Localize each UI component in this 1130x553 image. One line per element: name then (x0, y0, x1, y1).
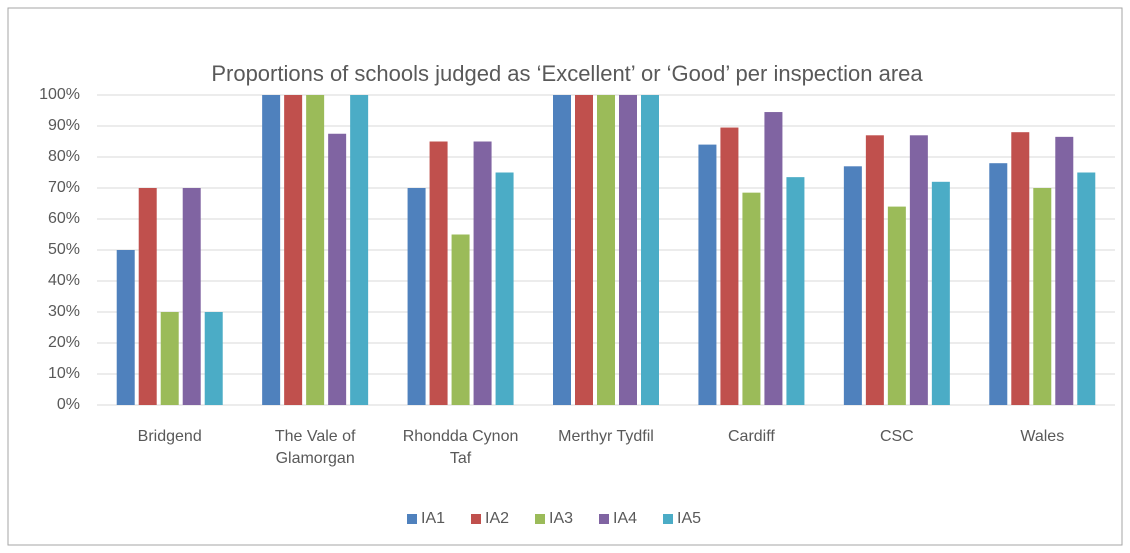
legend-label: IA2 (485, 510, 509, 527)
legend-label: IA4 (613, 510, 637, 527)
y-tick-label: 70% (48, 179, 80, 196)
bar (619, 95, 637, 405)
legend-label: IA1 (421, 510, 445, 527)
bar (182, 188, 201, 405)
bar (931, 181, 950, 405)
y-tick-label: 10% (48, 365, 80, 382)
bar (989, 163, 1008, 405)
y-tick-label: 20% (48, 334, 80, 351)
bar (1011, 132, 1030, 405)
bar (641, 95, 659, 405)
bar (204, 312, 223, 405)
chart-title: Proportions of schools judged as ‘Excell… (211, 61, 923, 86)
bar (160, 312, 179, 405)
bar (350, 95, 369, 405)
bar (742, 192, 761, 405)
y-tick-label: 50% (48, 241, 80, 258)
y-tick-label: 60% (48, 210, 80, 227)
bar (116, 250, 135, 405)
bar (473, 141, 492, 405)
bar (698, 144, 717, 405)
legend-label: IA3 (549, 510, 573, 527)
bar (328, 133, 347, 405)
bar (553, 95, 571, 405)
legend-swatch (535, 514, 545, 524)
legend-swatch (471, 514, 481, 524)
x-tick-label: Merthyr Tydfil (558, 428, 654, 445)
legend-swatch (599, 514, 609, 524)
bar (138, 188, 157, 405)
bar (909, 135, 928, 406)
bar (597, 95, 615, 405)
x-tick-label: Cardiff (728, 428, 775, 445)
x-tick-label: Bridgend (137, 428, 202, 445)
y-tick-label: 40% (48, 272, 80, 289)
bar (429, 141, 448, 405)
x-tick-label: Rhondda Cynon Taf (402, 428, 519, 467)
y-tick-label: 80% (48, 148, 80, 165)
bar (843, 166, 862, 405)
bar (262, 95, 281, 405)
y-tick-label: 0% (57, 396, 80, 413)
x-tick-label: CSC (879, 428, 914, 445)
bar (284, 95, 303, 405)
bar (306, 95, 325, 405)
y-tick-label: 30% (48, 303, 80, 320)
x-tick-label: The Vale of Glamorgan (274, 428, 356, 467)
legend-label: IA5 (677, 510, 701, 527)
bar (451, 234, 470, 405)
bar (1077, 172, 1096, 405)
bar (865, 135, 884, 406)
y-tick-label: 100% (39, 86, 80, 103)
legend-swatch (663, 514, 673, 524)
bar (575, 95, 593, 405)
x-tick-label: Wales (1020, 428, 1065, 445)
bar (1055, 136, 1074, 405)
bar (407, 188, 426, 405)
bar (495, 172, 514, 405)
legend-swatch (407, 514, 417, 524)
bar (786, 177, 805, 405)
bar (887, 206, 906, 405)
bar (720, 127, 739, 406)
bar (1033, 188, 1052, 405)
bar (764, 112, 783, 406)
y-tick-label: 90% (48, 117, 80, 134)
